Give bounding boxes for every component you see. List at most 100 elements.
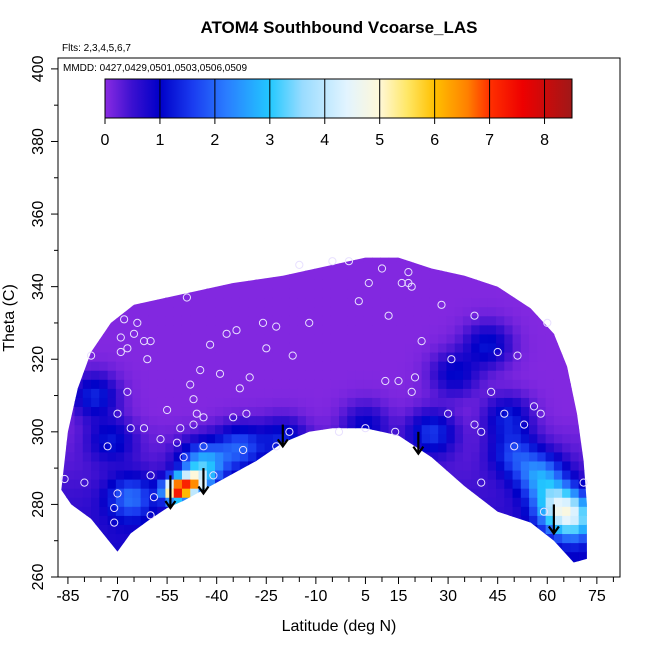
heatmap-cell [339,415,348,426]
heatmap-cell [256,243,265,253]
heatmap-cell [314,297,324,308]
heatmap-cell [396,257,406,262]
heatmap-cell [264,533,274,544]
heatmap-cell [289,442,299,453]
heatmap-cell [438,257,448,262]
heatmap-cell [363,270,373,280]
heatmap-cell [61,406,67,417]
heatmap-cell [206,560,216,563]
heatmap-cell [454,497,464,507]
heatmap-cell [91,433,100,444]
heatmap-cell [405,533,414,544]
heatmap-cell [115,370,125,380]
heatmap-cell [355,497,365,507]
heatmap-cell [314,479,324,489]
heatmap-cell [124,306,133,317]
heatmap-cell [289,297,299,308]
heatmap-cell [438,442,448,453]
sample-point [328,257,337,266]
heatmap-cell [496,270,505,280]
heatmap-cell [248,433,257,444]
heatmap-cell [421,261,431,271]
heatmap-cell [140,297,150,308]
heatmap-cell [305,488,315,498]
heatmap-cell [587,288,596,298]
heatmap-cell [74,542,84,553]
heatmap-cell [413,270,423,280]
heatmap-cell [215,451,224,462]
heatmap-cell [82,442,92,453]
heatmap-cell [61,297,67,308]
heatmap-cell [91,370,100,380]
heatmap-cell [239,515,249,525]
heatmap-cell [74,370,84,380]
heatmap-cell [520,324,530,335]
heatmap-cell [322,388,332,398]
heatmap-cell [396,324,406,335]
heatmap-cell [281,433,291,444]
heatmap-cell [165,442,175,453]
heatmap-cell [124,351,133,362]
heatmap-cell [587,325,596,335]
heatmap-cell [413,306,423,317]
heatmap-cell [297,515,307,525]
heatmap-cell [297,497,307,507]
heatmap-cell [446,257,456,262]
heatmap-cell [471,451,481,462]
heatmap-cell [322,479,332,489]
heatmap-cell [570,257,580,262]
heatmap-cell [553,497,563,507]
heatmap-cell [578,533,587,544]
heatmap-cell [157,279,167,290]
heatmap-cell [587,515,596,525]
heatmap-cell [190,324,200,335]
heatmap-cell [587,316,596,326]
heatmap-cell [462,297,472,308]
heatmap-cell [330,257,340,262]
heatmap-cell [165,424,175,435]
heatmap-cell [512,257,522,262]
heatmap-cell [140,388,150,398]
heatmap-cell [446,560,456,563]
heatmap-cell [553,406,563,417]
heatmap-cell [421,497,431,507]
heatmap-cell [206,479,216,489]
heatmap-cell [562,460,572,471]
heatmap-cell [297,479,307,489]
heatmap-cell [446,524,456,535]
heatmap-cell [231,257,241,262]
heatmap-cell [124,333,133,344]
heatmap-cell [380,324,390,335]
heatmap-cell [281,288,291,299]
heatmap-cell [396,288,406,299]
heatmap-cell [206,388,216,398]
heatmap-cell [487,315,497,326]
heatmap-cell [396,270,406,280]
heatmap-cell [545,261,555,271]
heatmap-cell [413,542,423,553]
sample-point [120,315,129,324]
heatmap-cell [289,506,299,516]
heatmap-cell [446,342,456,353]
heatmap-cell [91,560,100,563]
heatmap-cell [314,469,324,480]
heatmap-cell [248,424,257,435]
heatmap-cell [438,261,448,271]
heatmap-cell [421,551,431,562]
heatmap-cell [165,515,175,525]
heatmap-cell [537,515,547,525]
heatmap-cell [223,379,233,389]
heatmap-cell [487,433,497,444]
heatmap-cell [479,279,489,290]
heatmap-cell [405,460,414,471]
heatmap-cell [322,279,332,290]
heatmap-cell [462,315,472,326]
heatmap-cell [545,533,555,544]
heatmap-cell [462,560,472,563]
heatmap-cell [454,324,464,335]
heatmap-cell [239,388,249,398]
x-tick-label: -25 [255,588,278,605]
heatmap-cell [91,515,100,525]
heatmap-cell [438,469,448,480]
heatmap-cell [562,469,572,480]
